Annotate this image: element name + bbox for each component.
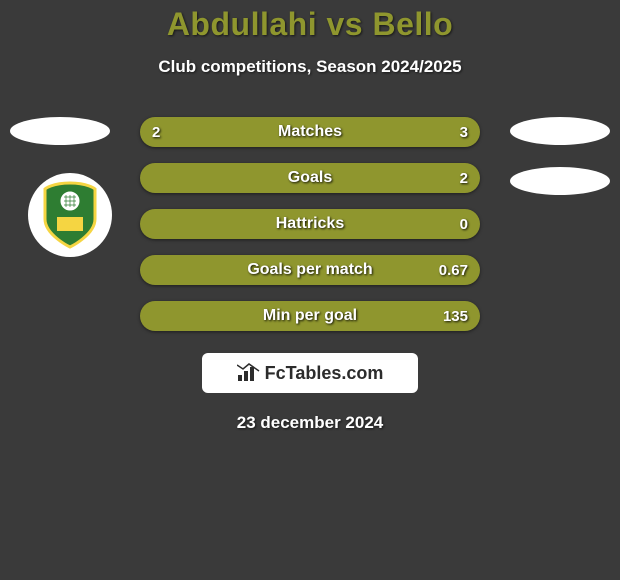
date-label: 23 december 2024 [0, 413, 620, 433]
stat-row: 2Matches3 [140, 117, 480, 147]
stat-label: Matches [140, 123, 480, 141]
stat-row: Min per goal135 [140, 301, 480, 331]
subtitle: Club competitions, Season 2024/2025 [0, 57, 620, 77]
stat-right-value: 0.67 [439, 262, 468, 279]
stat-right-value: 3 [460, 124, 468, 141]
stat-row: Goals2 [140, 163, 480, 193]
stat-right-value: 0 [460, 216, 468, 233]
bar-chart-icon [237, 363, 261, 383]
stat-label: Goals per match [140, 261, 480, 279]
stat-rows: 2Matches3Goals2Hattricks0Goals per match… [140, 117, 480, 331]
club-left-badge [28, 173, 112, 257]
page-title: Abdullahi vs Bello [0, 0, 620, 43]
content-area: 2Matches3Goals2Hattricks0Goals per match… [0, 117, 620, 433]
brand-box: FcTables.com [202, 353, 418, 393]
comparison-infographic: Abdullahi vs Bello Club competitions, Se… [0, 0, 620, 580]
player-right-avatar [510, 117, 610, 145]
stat-right-value: 2 [460, 170, 468, 187]
stat-row: Goals per match0.67 [140, 255, 480, 285]
stat-right-value: 135 [443, 308, 468, 325]
brand-pre: Fc [265, 363, 286, 383]
shield-icon [40, 181, 100, 249]
brand-suffix: .com [341, 363, 383, 383]
stat-label: Goals [140, 169, 480, 187]
player-left-avatar [10, 117, 110, 145]
stat-label: Min per goal [140, 307, 480, 325]
brand-main: Tables [286, 363, 342, 383]
club-right-badge [510, 167, 610, 195]
brand-text: FcTables.com [265, 363, 384, 384]
stat-label: Hattricks [140, 215, 480, 233]
stat-row: Hattricks0 [140, 209, 480, 239]
